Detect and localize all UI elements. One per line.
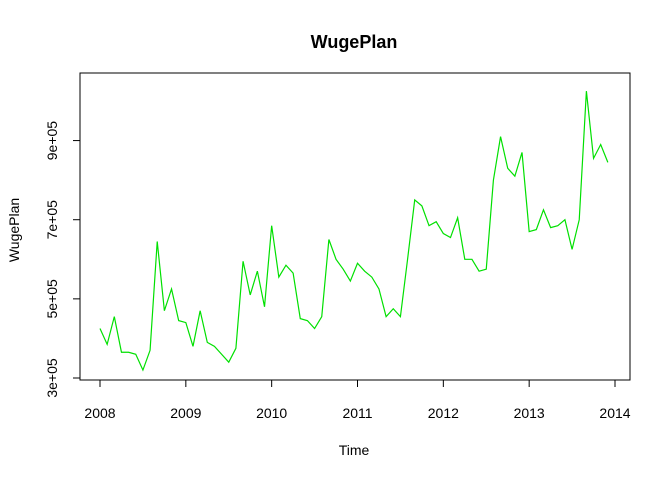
plot-area-border	[79, 72, 631, 381]
y-tick-label: 3e+05	[44, 358, 60, 398]
x-axis-label: Time	[339, 442, 370, 458]
x-tick-label: 2008	[84, 405, 115, 421]
y-axis-label: WugePlan	[6, 198, 22, 262]
series-line	[99, 91, 609, 372]
x-tick-label: 2014	[599, 405, 630, 421]
y-tick-label: 5e+05	[44, 279, 60, 319]
y-tick-label: 9e+05	[44, 121, 60, 161]
y-axis: 3e+05 5e+05 7e+05 9e+05	[44, 121, 81, 398]
y-tick-label: 7e+05	[44, 200, 60, 240]
x-tick-label: 2010	[256, 405, 287, 421]
chart-title: WugePlan	[311, 32, 398, 52]
x-tick-label: 2009	[170, 405, 201, 421]
x-tick-label: 2013	[514, 405, 545, 421]
x-tick-label: 2011	[342, 405, 372, 421]
x-tick-label: 2012	[428, 405, 459, 421]
x-axis: 2008 2009 2010 2011 2012 2013 2014	[84, 379, 631, 421]
